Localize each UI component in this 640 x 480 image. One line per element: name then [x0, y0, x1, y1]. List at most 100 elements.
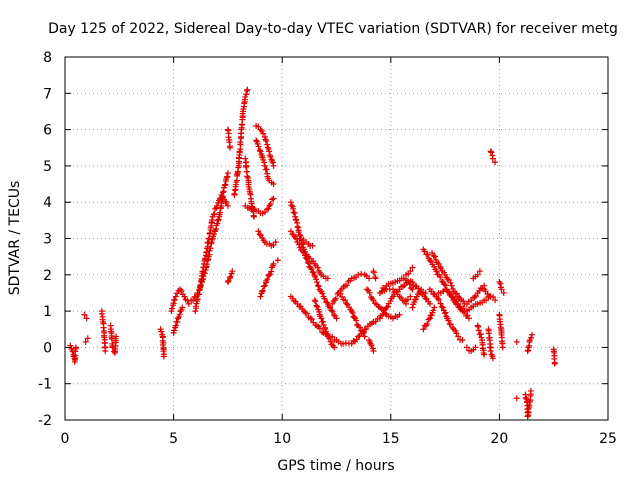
data-point [437, 300, 444, 307]
data-point [227, 273, 234, 280]
data-point [316, 325, 323, 332]
data-point [439, 304, 446, 311]
x-tick-label: 15 [382, 431, 400, 447]
data-point [224, 279, 231, 286]
data-point [255, 143, 262, 150]
data-point [351, 314, 358, 321]
data-point [312, 298, 319, 305]
data-point [313, 279, 320, 286]
data-point [315, 283, 322, 290]
data-point [343, 300, 350, 307]
data-point [353, 317, 360, 324]
x-tick-label: 5 [169, 431, 178, 447]
data-point [435, 296, 442, 303]
data-point [447, 321, 454, 328]
data-point [178, 287, 185, 294]
data-point [499, 344, 506, 351]
data-point [492, 297, 499, 304]
y-axis-label: SDTVAR / TECUs [7, 181, 23, 296]
data-point [84, 335, 91, 342]
data-point [333, 315, 340, 322]
data-point [261, 282, 268, 289]
data-point [190, 297, 197, 304]
data-point [262, 136, 269, 143]
data-point [323, 330, 330, 337]
data-point [325, 335, 332, 342]
data-point [460, 308, 467, 315]
data-point [263, 206, 270, 213]
data-point [303, 255, 310, 262]
data-point [442, 282, 449, 289]
data-point [224, 202, 231, 209]
data-point [411, 296, 418, 303]
data-point [209, 236, 216, 243]
x-tick-label: 25 [599, 431, 617, 447]
data-point [270, 162, 277, 169]
data-point [490, 293, 497, 300]
y-tick-label: 8 [43, 50, 52, 66]
data-point [272, 239, 279, 246]
data-point [308, 265, 315, 272]
data-point [460, 305, 467, 312]
data-point [404, 296, 411, 303]
data-point [372, 275, 379, 282]
data-point [256, 231, 263, 238]
data-point [370, 348, 377, 355]
data-point [215, 216, 222, 223]
data-point [179, 304, 186, 311]
data-point [330, 311, 337, 318]
data-point [319, 290, 326, 297]
data-point [172, 322, 179, 329]
data-point [302, 254, 309, 261]
data-point [174, 315, 181, 322]
data-point [483, 297, 490, 304]
data-point [257, 293, 264, 300]
data-point [214, 220, 221, 227]
data-point [244, 86, 251, 93]
grid [65, 57, 608, 420]
data-point [83, 315, 90, 322]
data-point [332, 295, 339, 302]
data-point [199, 268, 206, 275]
data-point [360, 329, 367, 336]
data-point [171, 327, 178, 334]
data-point [270, 181, 277, 188]
data-point [214, 202, 221, 209]
data-point [455, 293, 462, 300]
data-point [370, 297, 377, 304]
data-point [171, 296, 178, 303]
data-point [513, 338, 520, 345]
data-point [324, 275, 331, 282]
data-point [211, 210, 218, 217]
y-tick-label: 0 [43, 340, 52, 356]
data-point [445, 317, 452, 324]
data-point [426, 300, 433, 307]
data-point [342, 297, 349, 304]
data-point [422, 289, 429, 296]
data-point [72, 344, 79, 351]
data-point [241, 100, 248, 107]
y-tick-label: 6 [43, 123, 52, 139]
data-point [158, 328, 165, 335]
y-tick-label: -1 [38, 377, 52, 393]
data-point [313, 302, 320, 309]
data-point [308, 316, 315, 323]
y-tick-label: -2 [38, 413, 52, 429]
data-point [327, 338, 334, 345]
data-point [424, 320, 431, 327]
data-point [370, 269, 377, 276]
data-point [206, 229, 213, 236]
data-point [267, 200, 274, 207]
data-point [314, 303, 321, 310]
data-point [471, 294, 478, 301]
data-point [463, 344, 470, 351]
data-point [229, 268, 236, 275]
data-point [261, 162, 268, 169]
data-point [409, 286, 416, 293]
plot-frame [64, 56, 609, 421]
data-point [203, 248, 210, 255]
data-point [314, 264, 321, 271]
data-point [481, 351, 488, 358]
y-tick-label: 5 [43, 159, 52, 175]
data-point [340, 340, 347, 347]
